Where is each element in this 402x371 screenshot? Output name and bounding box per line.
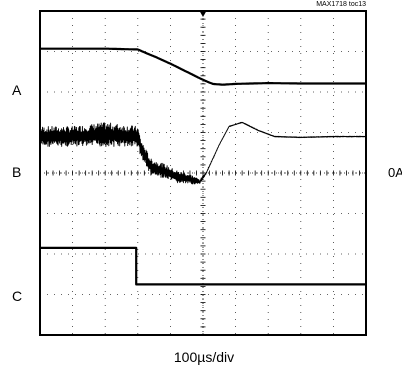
trace-c bbox=[40, 246, 366, 286]
trace-b bbox=[39, 121, 367, 185]
trace-a bbox=[40, 47, 366, 86]
scope-traces bbox=[39, 47, 367, 286]
trace-label-b: B bbox=[12, 164, 21, 180]
trace-label-c: C bbox=[12, 288, 22, 304]
trace-label-a: A bbox=[12, 82, 22, 98]
trigger-marker bbox=[199, 10, 207, 17]
figure-id: MAX1718 toc13 bbox=[316, 1, 366, 8]
x-axis-label: 100µs/div bbox=[174, 349, 234, 365]
zero-amp-marker: 0A bbox=[388, 165, 402, 180]
